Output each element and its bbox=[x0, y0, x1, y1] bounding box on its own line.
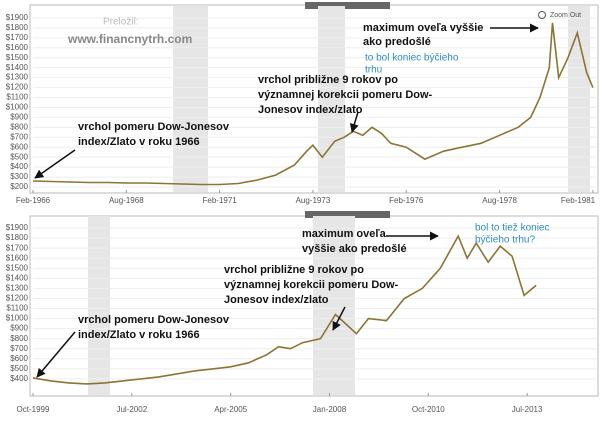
y-tick-label: $500 bbox=[10, 364, 28, 373]
annotation: trhu bbox=[365, 65, 382, 76]
charts: $200$300$400$500$600$700$800$900$1000$11… bbox=[6, 6, 596, 414]
x-tick-label: Feb-1976 bbox=[389, 196, 424, 205]
y-tick-label: $1700 bbox=[6, 243, 29, 252]
x-tick-label: Aug-1978 bbox=[482, 196, 517, 205]
annotation: býčieho trhu? bbox=[475, 235, 535, 246]
y-tick-label: $1400 bbox=[6, 63, 29, 72]
y-tick-label: $1000 bbox=[6, 314, 29, 323]
x-tick-label: Feb-1966 bbox=[16, 196, 51, 205]
x-tick-label: Feb-1971 bbox=[203, 196, 238, 205]
y-tick-label: $1600 bbox=[6, 43, 29, 52]
y-tick-label: $300 bbox=[10, 172, 28, 181]
annotation: maximum oveľa bbox=[302, 228, 387, 240]
y-tick-label: $1500 bbox=[6, 53, 29, 62]
shaded-period bbox=[318, 6, 345, 192]
annotation: významnej korekcii pomeru Dow- bbox=[224, 279, 399, 291]
y-tick-label: $1300 bbox=[6, 284, 29, 293]
y-tick-label: $1900 bbox=[6, 223, 29, 232]
x-tick-label: Aug-1973 bbox=[296, 196, 331, 205]
y-tick-label: $1700 bbox=[6, 33, 29, 42]
y-tick-label: $1500 bbox=[6, 263, 29, 272]
y-tick-label: $600 bbox=[10, 354, 28, 363]
y-tick-label: $200 bbox=[10, 182, 28, 191]
y-tick-label: $400 bbox=[10, 162, 28, 171]
shaded-period bbox=[568, 6, 590, 192]
x-tick-label: Aug-1968 bbox=[109, 196, 144, 205]
scrollbar[interactable] bbox=[305, 2, 390, 9]
y-tick-label: $800 bbox=[10, 334, 28, 343]
y-tick-label: $1800 bbox=[6, 23, 29, 32]
x-tick-label: Oct-2010 bbox=[412, 405, 445, 414]
x-tick-label: Jul-2002 bbox=[116, 405, 147, 414]
y-tick-label: $800 bbox=[10, 122, 28, 131]
annotation: významnej korekcii pomeru Dow- bbox=[258, 89, 433, 101]
annotation: vrchol približne 9 rokov po bbox=[258, 74, 398, 86]
website: www.financnytrh.com bbox=[67, 32, 192, 46]
y-tick-label: $1900 bbox=[6, 13, 29, 22]
annotation: ako predošlé bbox=[363, 36, 431, 48]
y-tick-label: $1200 bbox=[6, 83, 29, 92]
y-tick-label: $900 bbox=[10, 324, 28, 333]
shaded-period bbox=[88, 216, 110, 395]
y-tick-label: $400 bbox=[10, 374, 28, 383]
y-tick-label: $1400 bbox=[6, 273, 29, 282]
annotation: index/Zlato v roku 1966 bbox=[78, 329, 200, 341]
y-tick-label: $1300 bbox=[6, 73, 29, 82]
annotation: to bol koniec býčieho bbox=[365, 53, 459, 64]
arrow bbox=[332, 306, 346, 331]
y-tick-label: $500 bbox=[10, 152, 28, 161]
arrow bbox=[36, 331, 76, 378]
y-tick-label: $900 bbox=[10, 113, 28, 122]
x-tick-label: Apr-2005 bbox=[214, 405, 247, 414]
zoom-icon[interactable] bbox=[538, 11, 546, 19]
y-tick-label: $600 bbox=[10, 142, 28, 151]
arrow bbox=[350, 111, 359, 133]
annotation: vrchol približne 9 rokov po bbox=[224, 264, 364, 276]
y-tick-label: $700 bbox=[10, 132, 28, 141]
annotation: vrchol pomeru Dow-Jonesov bbox=[78, 121, 230, 133]
annotation: bol to tiež koniec bbox=[475, 223, 550, 234]
y-tick-label: $700 bbox=[10, 344, 28, 353]
x-tick-label: Oct-1999 bbox=[17, 405, 50, 414]
y-tick-label: $1600 bbox=[6, 253, 29, 262]
translator-label: Preložil: bbox=[103, 17, 139, 28]
shaded-period bbox=[313, 216, 355, 395]
y-tick-label: $1200 bbox=[6, 294, 29, 303]
annotation: vrchol pomeru Dow-Jonesov bbox=[78, 314, 230, 326]
x-tick-label: Jan-2008 bbox=[313, 405, 347, 414]
x-tick-label: Feb-1981 bbox=[561, 196, 596, 205]
arrow bbox=[34, 149, 76, 179]
panel-top bbox=[29, 4, 599, 194]
y-tick-label: $1100 bbox=[6, 304, 28, 313]
y-tick-label: $1100 bbox=[6, 93, 28, 102]
y-tick-label: $1000 bbox=[6, 103, 29, 112]
annotation: maximum oveľa vyššie bbox=[363, 22, 483, 34]
zoom-out[interactable]: Zoom Out bbox=[550, 12, 581, 19]
scrollbar[interactable] bbox=[305, 211, 390, 218]
annotation: Jonesov index/zlato bbox=[258, 104, 363, 116]
price-line bbox=[32, 234, 537, 385]
annotation: Jonesov index/zlato bbox=[224, 294, 329, 306]
x-tick-label: Jul-2013 bbox=[512, 405, 543, 414]
annotation: index/Zlato v roku 1966 bbox=[78, 136, 200, 148]
annotation: vyššie ako predošlé bbox=[302, 243, 407, 255]
shaded-period bbox=[173, 6, 208, 192]
y-tick-label: $1800 bbox=[6, 233, 29, 242]
